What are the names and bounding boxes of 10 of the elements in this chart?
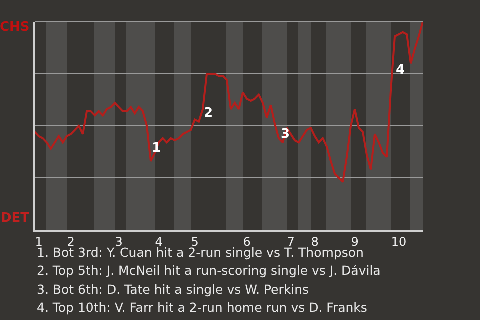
text: CHS <box>0 20 30 35</box>
annotation: 3 <box>281 127 290 142</box>
text: 4. Top 10th: V. Farr hit a 2-run home run vs D. Franks <box>37 300 368 315</box>
annotation: 1 <box>152 141 162 156</box>
annotation: 4 <box>396 63 406 78</box>
x-tick-label: 10 <box>391 235 407 250</box>
text: 3. Bot 6th: D. Tate hit a single vs W. Perkins <box>37 282 310 297</box>
text: 2. Top 5th: J. McNeil hit a run-scoring single vs J. Dávila <box>37 263 381 278</box>
text: DET <box>1 211 30 226</box>
annotation: 2 <box>204 106 214 121</box>
